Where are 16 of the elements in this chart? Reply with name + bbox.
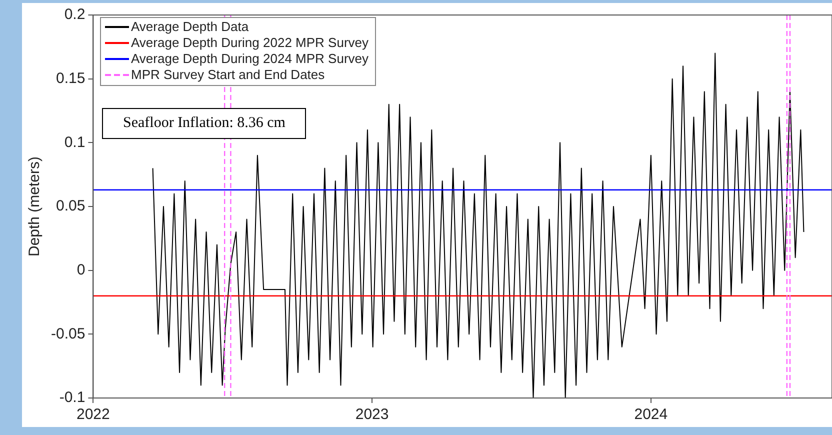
y-tick-label: 0.15	[56, 70, 86, 87]
legend-label: Average Depth During 2024 MPR Survey	[131, 51, 368, 67]
x-tick-label: 2024	[634, 406, 668, 424]
x-tick-label: 2023	[355, 406, 389, 424]
ref-line-label: MPR Survey Start and End Dates	[131, 67, 325, 83]
annotation: Seafloor Inflation: 8.36 cm	[102, 108, 306, 139]
y-tick-label: 0.2	[64, 6, 86, 24]
legend-label: Average Depth Data	[131, 19, 249, 35]
y-tick-label: 0.05	[56, 198, 86, 215]
y-tick-label: -0.05	[50, 325, 86, 342]
y-tick-label: 0.1	[64, 134, 86, 151]
y-axis-title: Depth (meters)	[26, 156, 44, 257]
y-tick-label: -0.1	[59, 389, 86, 406]
legend-label: Average Depth During 2022 MPR Survey	[131, 35, 368, 51]
x-tick-label: 2022	[76, 406, 110, 424]
y-tick-label: 0	[76, 261, 86, 278]
